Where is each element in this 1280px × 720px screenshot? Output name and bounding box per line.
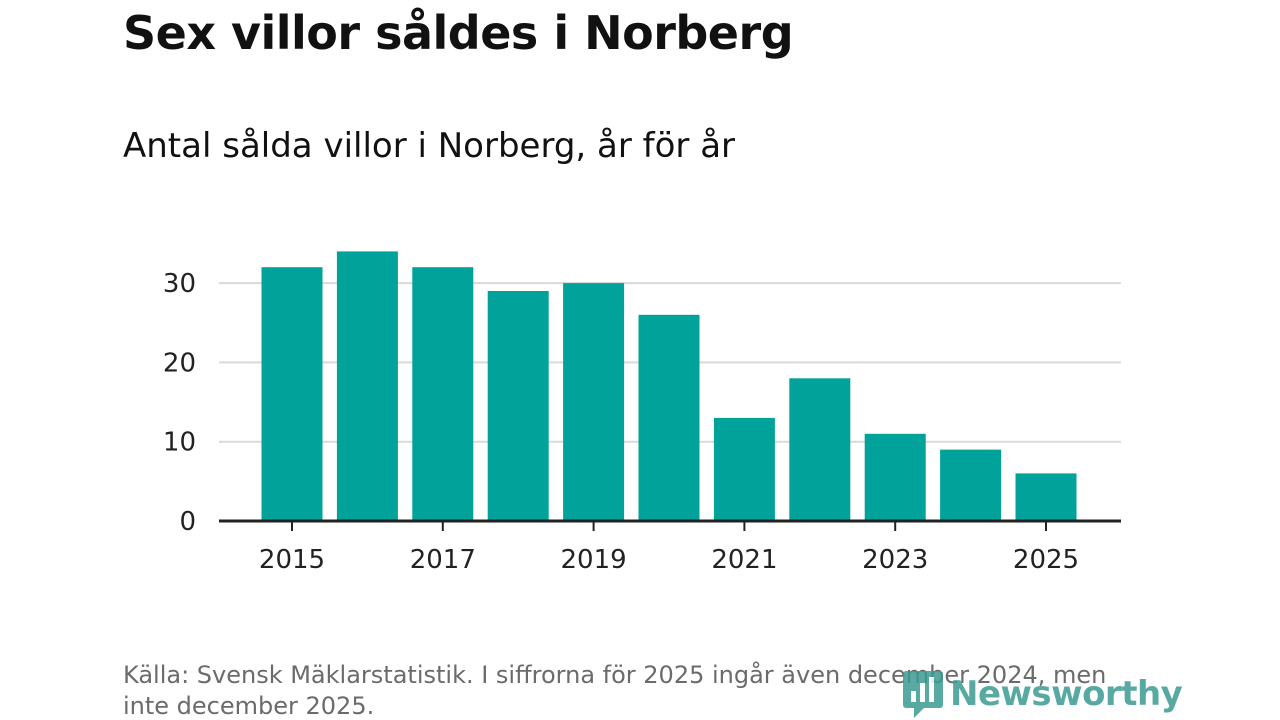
bar-2019 <box>563 283 625 521</box>
bar-2024 <box>940 449 1002 521</box>
chart-subtitle: Antal sålda villor i Norberg, år för år <box>123 126 736 166</box>
y-tick-label-0: 0 <box>179 507 196 537</box>
bar-2025 <box>1015 473 1077 521</box>
x-tick-label-2015: 2015 <box>259 545 325 575</box>
bar-chart: 0 10 20 30 2015 2017 2019 2021 2023 2025 <box>163 251 1121 575</box>
x-tick-label-2023: 2023 <box>862 545 928 575</box>
bar-2022 <box>789 378 851 521</box>
tick-labels: 0 10 20 30 2015 2017 2019 2021 2023 2025 <box>163 269 1079 575</box>
bar-2021 <box>713 417 775 521</box>
y-tick-label-30: 30 <box>163 269 196 299</box>
y-tick-label-10: 10 <box>163 428 196 458</box>
bar-2018 <box>487 291 549 521</box>
axes <box>219 519 1121 531</box>
bar-2023 <box>864 433 926 521</box>
x-tick-label-2025: 2025 <box>1013 545 1079 575</box>
bar-2020 <box>638 314 700 521</box>
newsworthy-logo-icon <box>903 671 943 718</box>
y-tick-label-20: 20 <box>163 348 196 378</box>
logo-wordmark: Newsworthy <box>950 674 1183 714</box>
chart-title: Sex villor såldes i Norberg <box>123 6 794 60</box>
newsworthy-logo: Newsworthy <box>902 668 1183 720</box>
bar-2016 <box>336 251 398 521</box>
x-tick-label-2021: 2021 <box>711 545 777 575</box>
x-tick-label-2019: 2019 <box>561 545 627 575</box>
x-tick-label-2017: 2017 <box>410 545 476 575</box>
bar-2015 <box>261 267 323 521</box>
bar-2017 <box>412 267 474 521</box>
bars <box>261 251 1077 521</box>
